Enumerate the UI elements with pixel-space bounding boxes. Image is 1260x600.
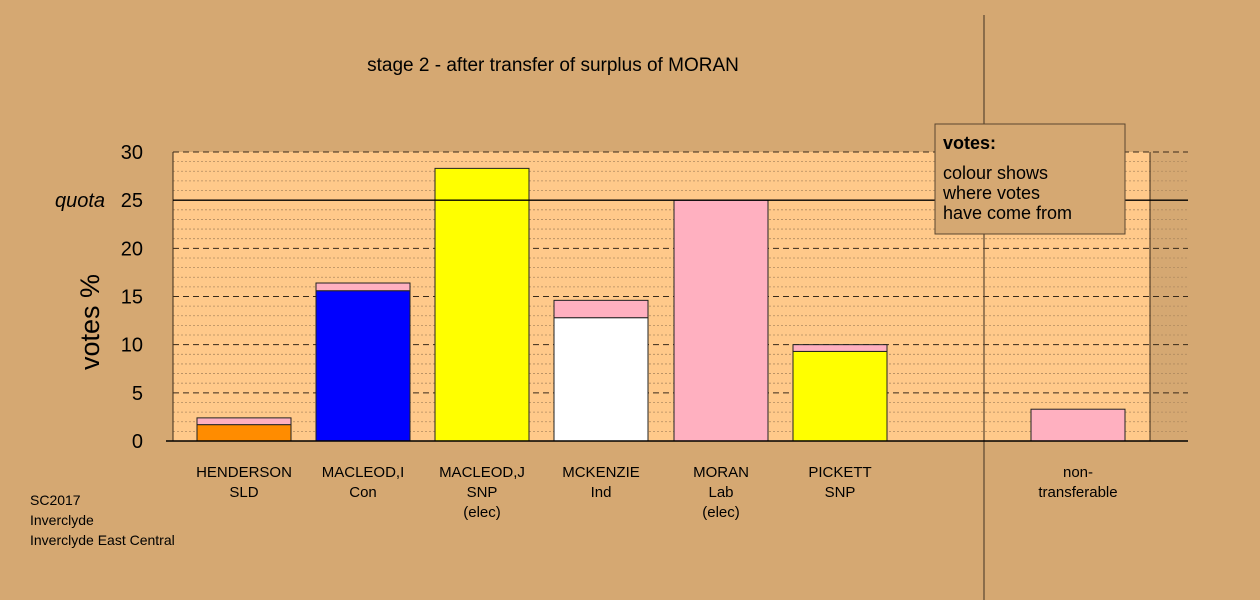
x-tick-label: Lab bbox=[708, 484, 733, 501]
y-tick-label: 10 bbox=[121, 335, 143, 357]
x-tick-label: Ind bbox=[591, 484, 612, 501]
legend-text: have come from bbox=[943, 203, 1072, 223]
x-tick-label: non- bbox=[1063, 464, 1093, 481]
chart-title: stage 2 - after transfer of surplus of M… bbox=[367, 55, 739, 76]
x-tick-label: (elec) bbox=[463, 504, 501, 521]
bar-segment bbox=[1030, 408, 1126, 442]
bar-segment bbox=[553, 317, 649, 442]
x-tick-label: SNP bbox=[825, 484, 856, 501]
x-tick-label: MACLEOD,I bbox=[322, 464, 405, 481]
x-tick-label: transferable bbox=[1038, 484, 1117, 501]
x-tick-label: MORAN bbox=[693, 464, 749, 481]
x-tick-label: Con bbox=[349, 484, 377, 501]
bar-segment bbox=[196, 417, 292, 426]
bar-segment bbox=[673, 199, 769, 442]
x-tick-label: (elec) bbox=[702, 504, 740, 521]
legend-box bbox=[934, 123, 1126, 235]
y-tick-label: 0 bbox=[132, 431, 143, 453]
bar-segment bbox=[196, 424, 292, 442]
bar-segment bbox=[792, 350, 888, 442]
y-tick-label: 15 bbox=[121, 287, 143, 309]
bar-segment bbox=[315, 290, 411, 442]
footer-code: SC2017 bbox=[30, 492, 81, 508]
x-tick-label: SLD bbox=[229, 484, 258, 501]
x-tick-label: PICKETT bbox=[808, 464, 871, 481]
y-axis-label: votes % bbox=[75, 274, 105, 370]
bar-segment bbox=[315, 282, 411, 292]
y-tick-label: 20 bbox=[121, 238, 143, 260]
footer-council: Inverclyde bbox=[30, 512, 94, 528]
bar-segment bbox=[792, 344, 888, 352]
footer-ward: Inverclyde East Central bbox=[30, 532, 175, 548]
x-tick-label: MACLEOD,J bbox=[439, 464, 525, 481]
bar-segment bbox=[553, 299, 649, 319]
legend-text: colour shows bbox=[943, 163, 1048, 183]
footer: SC2017 Inverclyde Inverclyde East Centra… bbox=[30, 490, 175, 550]
bar-segment bbox=[434, 167, 530, 442]
legend-text: where votes bbox=[942, 183, 1040, 203]
x-tick-label: SNP bbox=[467, 484, 498, 501]
y-tick-label: 5 bbox=[132, 383, 143, 405]
y-tick-label: 30 bbox=[121, 142, 143, 164]
legend-title: votes: bbox=[943, 133, 996, 153]
quota-label: quota bbox=[55, 190, 105, 212]
x-tick-label: MCKENZIE bbox=[562, 464, 640, 481]
y-tick-label: 25 bbox=[121, 190, 143, 212]
x-tick-label: HENDERSON bbox=[196, 464, 292, 481]
